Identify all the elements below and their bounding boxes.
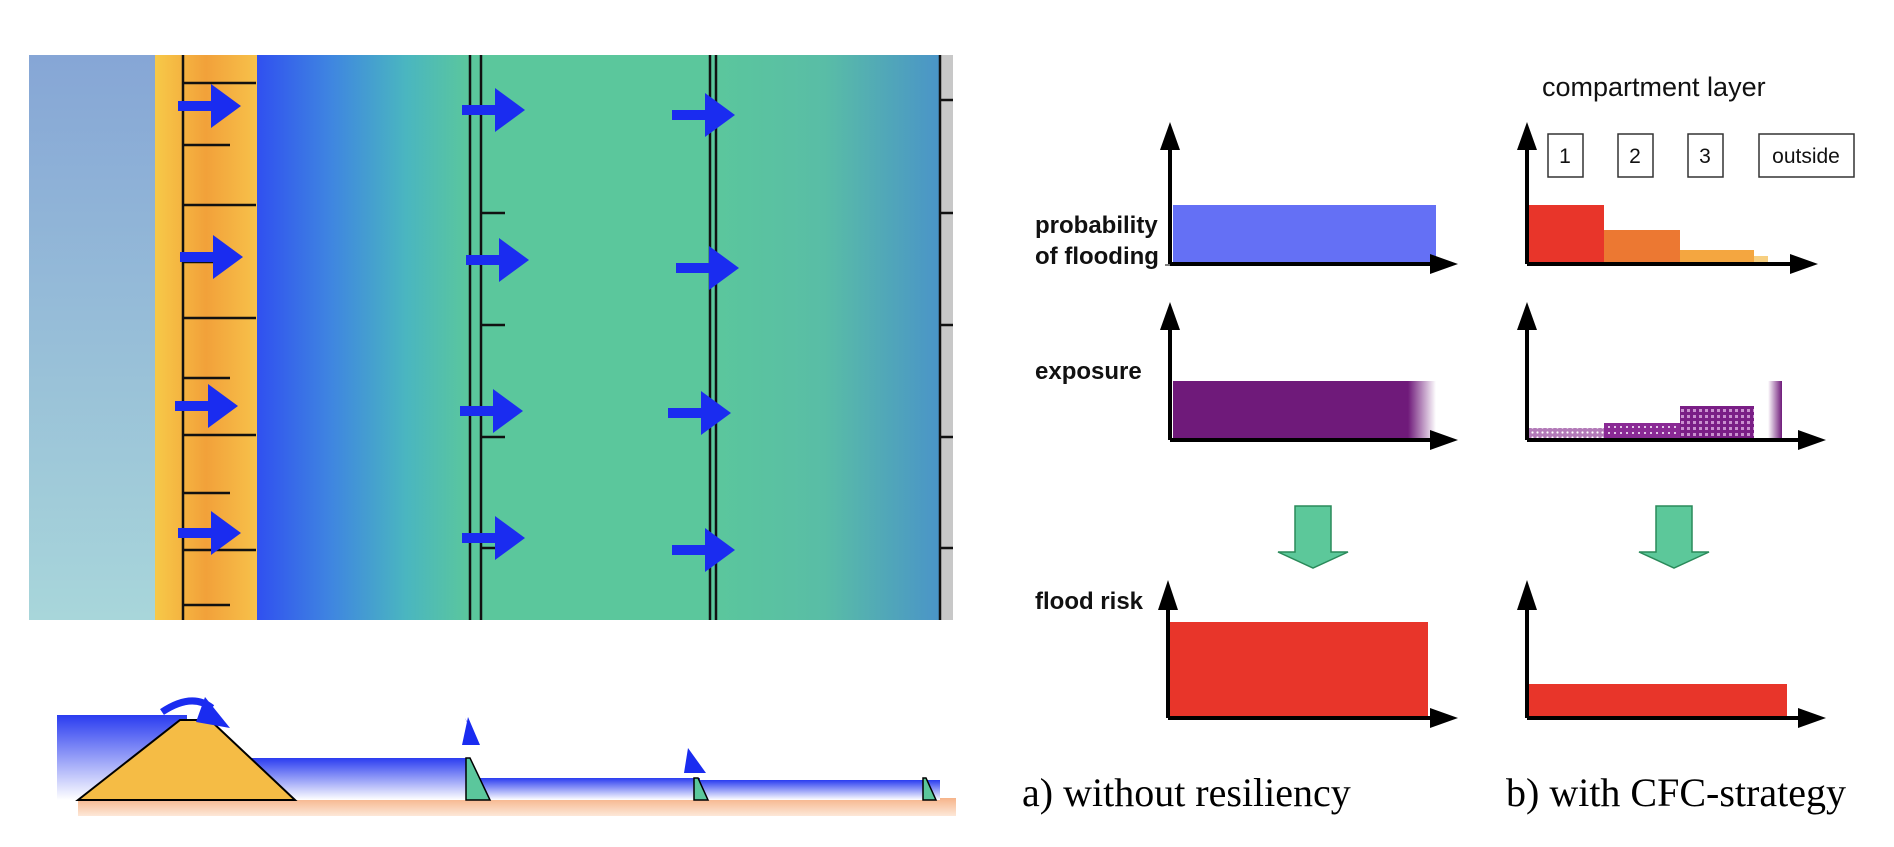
compartment-label: 1: [1559, 145, 1571, 168]
outer-boundary: [938, 55, 953, 620]
chart-a-flood-risk: [1158, 580, 1458, 728]
row-label-exposure: exposure: [1035, 358, 1142, 385]
right-arrow-icon: [672, 93, 735, 137]
right-arrow-icon: [175, 384, 238, 428]
compartment-2-water: [468, 778, 700, 800]
ground-layer: [78, 798, 956, 816]
top-view-panel: [29, 55, 953, 620]
row-label-probability: probability: [1035, 212, 1158, 239]
exposure-bar-compartment-3: [1680, 406, 1754, 440]
chart-b-exposure: [1517, 302, 1826, 450]
chart-a-exposure: [1160, 302, 1458, 450]
right-arrow-icon: [672, 528, 735, 572]
chart-a-probability: [1160, 122, 1458, 274]
chart-b-flood-risk: [1517, 580, 1826, 728]
probability-bar-compartment-1: [1529, 205, 1604, 265]
flood-risk-bar: [1168, 622, 1428, 719]
dike-strip: [155, 55, 257, 620]
probability-bar-outside: [1754, 256, 1768, 265]
caption-without-resiliency: a) without resiliency: [1022, 770, 1351, 815]
compartment-3-area: [710, 55, 940, 620]
compartment-dike-2-section: [693, 777, 710, 801]
compartment-1-area: [257, 55, 470, 620]
row-label-flood-risk: flood risk: [1035, 588, 1144, 615]
compartment-dike-3-section: [922, 777, 938, 801]
flood-risk-bar: [1529, 684, 1787, 719]
compartment-label: 2: [1629, 145, 1641, 168]
right-arrow-icon: [178, 511, 241, 555]
compartment-layer-title: compartment layer: [1542, 72, 1766, 102]
compartment-2-area: [470, 55, 710, 620]
flow-arrows: [175, 84, 739, 572]
probability-bar-compartment-3: [1680, 250, 1754, 265]
right-arrow-icon: [466, 238, 529, 282]
compartment-dike-1-section: [465, 757, 492, 801]
right-arrow-icon: [668, 391, 731, 435]
caption-with-cfc-strategy: b) with CFC-strategy: [1506, 770, 1846, 815]
cross-section-panel: [57, 697, 956, 816]
compartment-3-water: [700, 780, 940, 800]
compartment-label: outside: [1772, 145, 1840, 168]
right-arrow-icon: [462, 516, 525, 560]
down-arrow-icon: [1277, 505, 1349, 569]
exposure-bar-compartment-1: [1529, 428, 1604, 440]
curved-arrow-icon-head: [196, 697, 230, 728]
exposure-bar-outside: [1768, 381, 1782, 440]
right-arrow-icon: [462, 88, 525, 132]
chart-b-probability: [1517, 122, 1818, 274]
exposure-bar: [1173, 381, 1408, 441]
sea-area: [29, 55, 155, 620]
row-label-probability: of flooding: [1035, 243, 1159, 270]
compartment-boxes: 1 2 3 outside: [1547, 133, 1855, 178]
probability-bar: [1173, 205, 1436, 265]
triangle-icon: [462, 717, 480, 745]
down-arrow-icon: [1638, 505, 1710, 569]
right-arrow-icon: [460, 389, 523, 433]
compartment-label: 3: [1699, 145, 1711, 168]
panel-right-edge: [940, 55, 953, 620]
probability-bar-compartment-2: [1604, 230, 1680, 265]
right-arrow-icon: [178, 84, 241, 128]
triangle-icon: [684, 748, 706, 773]
compartment-dike-2: [708, 55, 718, 620]
right-arrow-icon: [180, 235, 243, 279]
exposure-bar-compartment-2: [1604, 423, 1680, 440]
right-arrow-icon: [676, 246, 739, 290]
